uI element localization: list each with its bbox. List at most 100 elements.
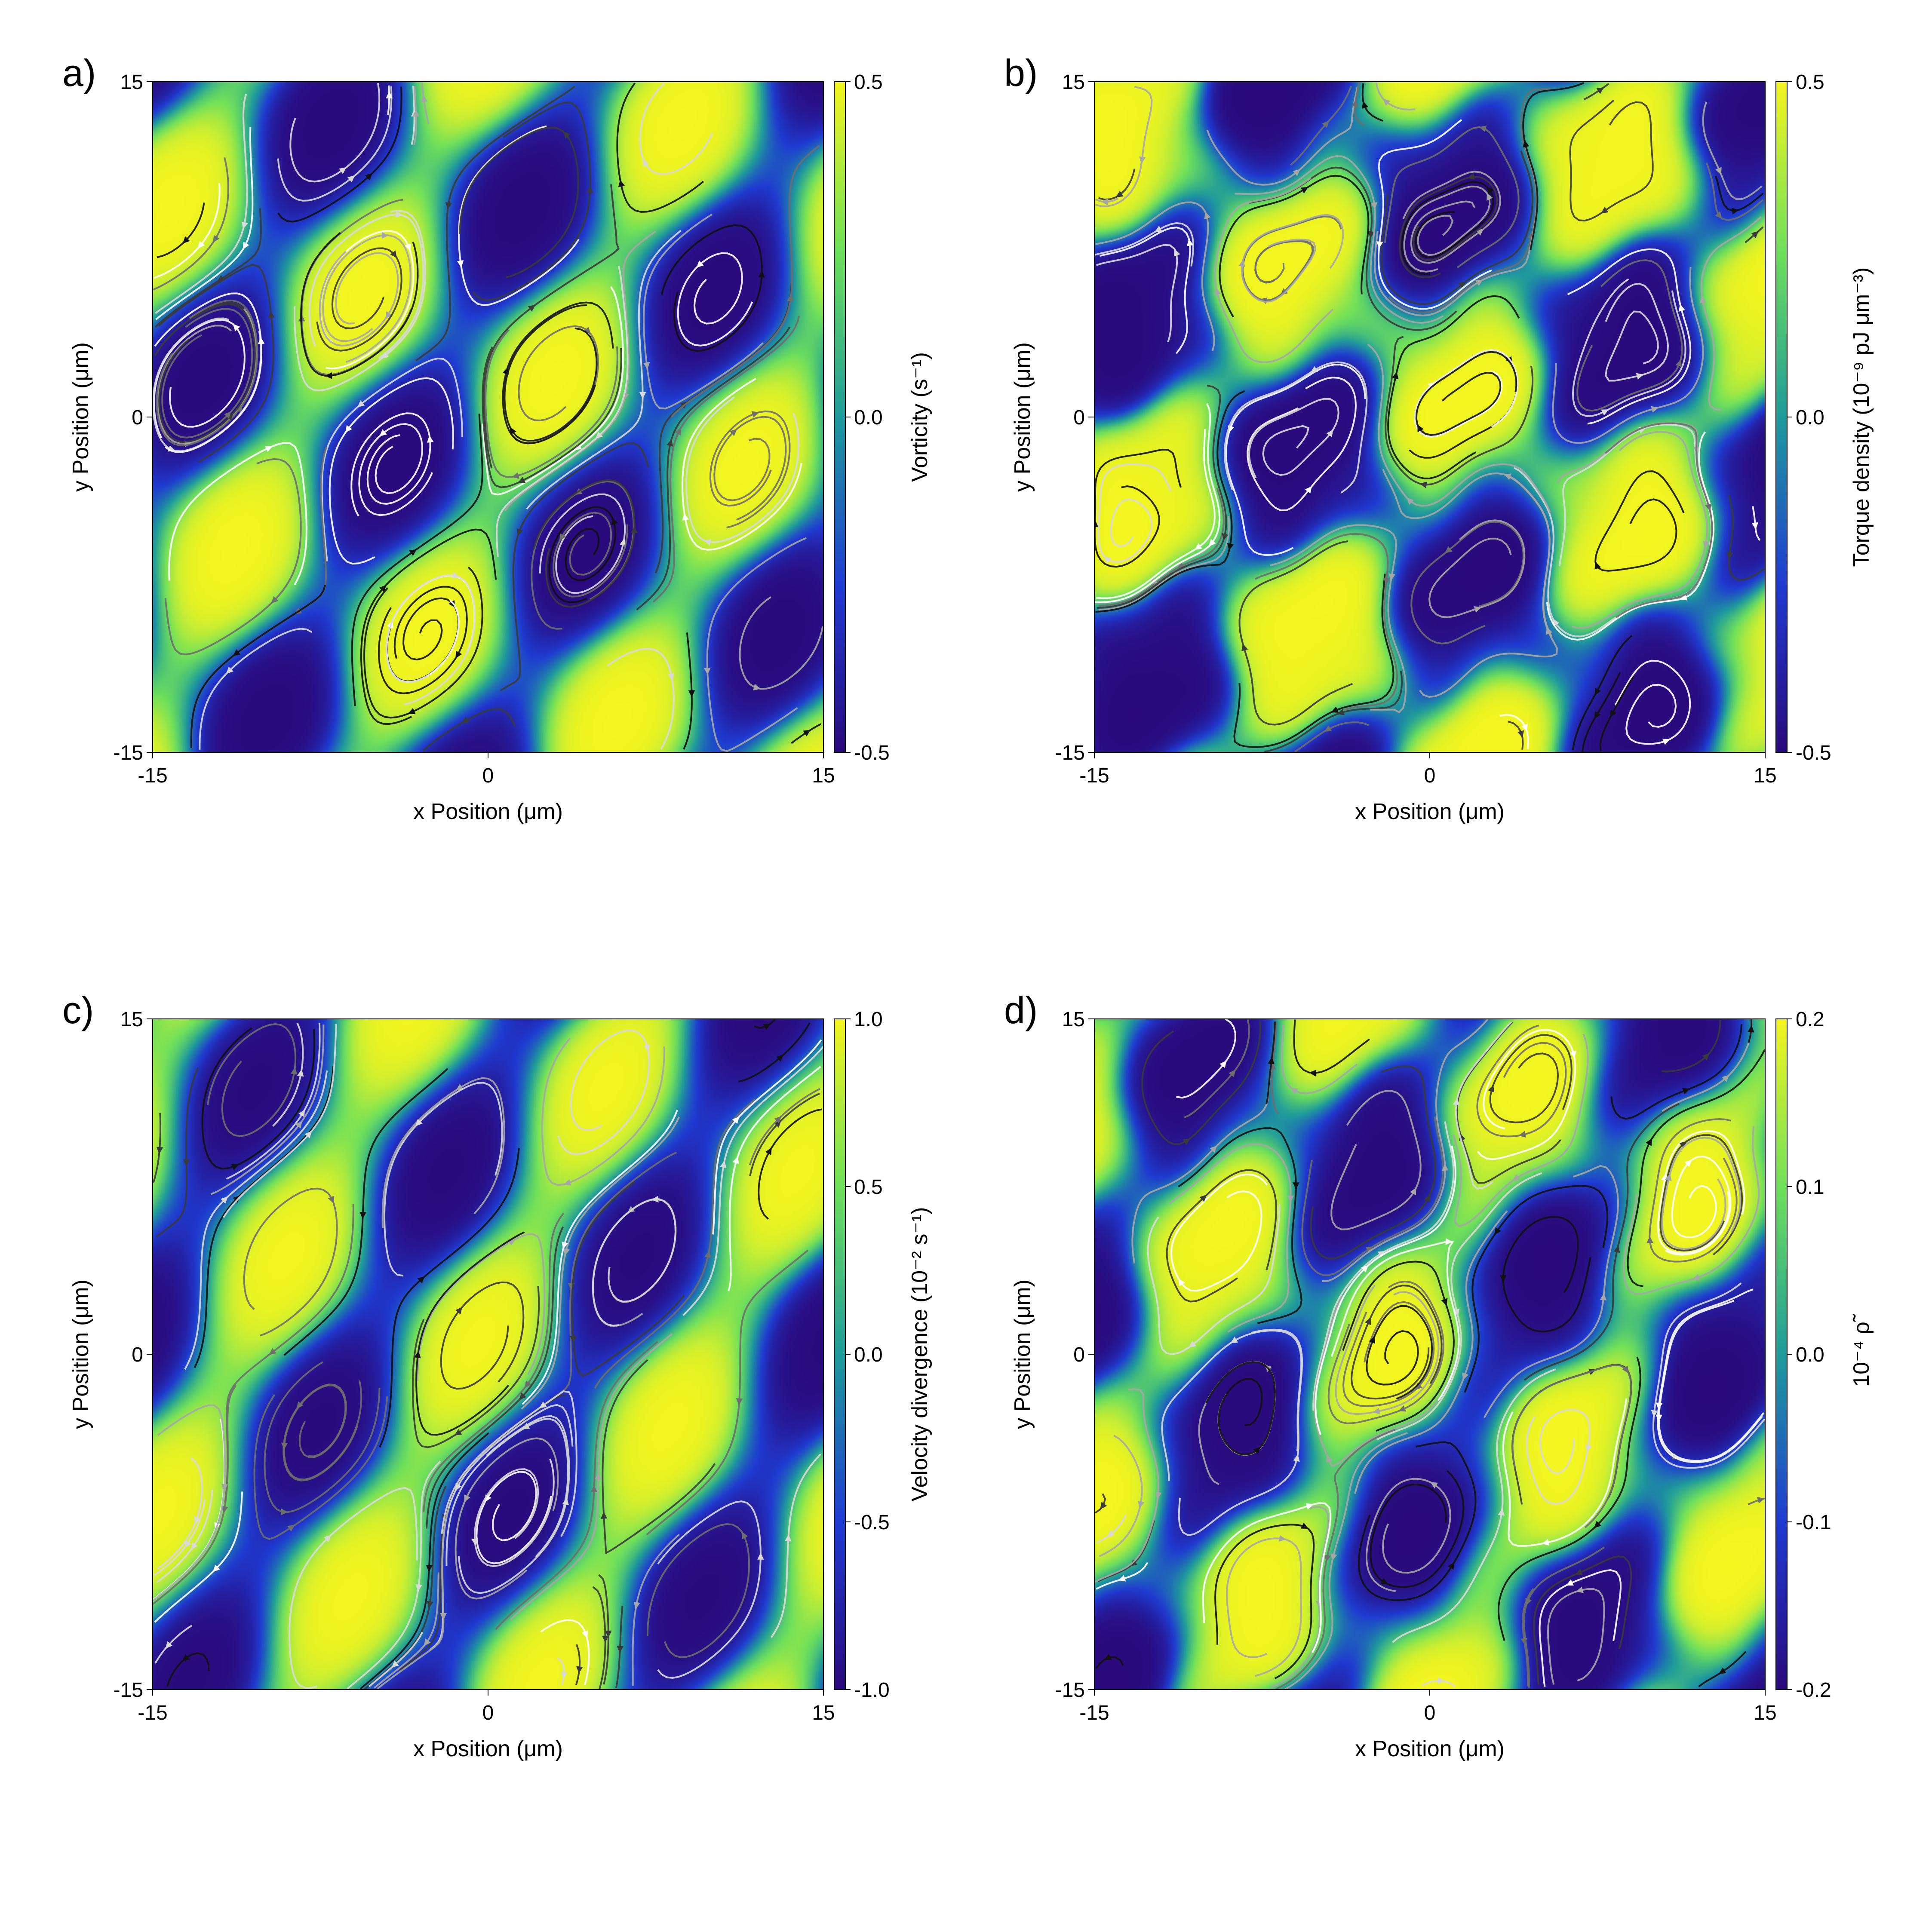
- streamline: [154, 292, 263, 453]
- streamline: [1312, 1121, 1455, 1411]
- streamline-arrow: [1204, 212, 1211, 220]
- streamline-arrow: [524, 1380, 531, 1388]
- panel-label: b): [1004, 52, 1038, 94]
- streamline-arrow: [233, 324, 240, 331]
- streamline-arrow: [1656, 1402, 1663, 1410]
- streamline: [770, 1453, 822, 1638]
- streamline-arrow: [732, 1156, 739, 1164]
- streamline-arrow: [675, 427, 681, 436]
- streamline: [472, 101, 591, 301]
- streamline: [1271, 1506, 1330, 1688]
- streamline-arrow: [464, 1494, 470, 1503]
- streamline-arrow: [1309, 1070, 1317, 1077]
- streamline: [440, 1281, 525, 1390]
- streamline-arrow: [1287, 1195, 1294, 1203]
- x-tick-label: -15: [1079, 1702, 1109, 1724]
- streamline: [485, 329, 618, 478]
- streamline-arrow: [1500, 1275, 1507, 1282]
- streamline: [156, 1489, 213, 1583]
- streamline-arrow: [424, 1638, 431, 1646]
- streamline: [1095, 390, 1245, 613]
- streamline: [184, 1070, 328, 1370]
- streamline-arrow: [643, 1044, 650, 1052]
- streamline-arrow: [291, 1067, 298, 1075]
- streamline-arrow: [298, 1109, 305, 1117]
- streamline: [423, 1212, 565, 1512]
- streamline-arrow: [559, 533, 566, 541]
- streamline: [607, 648, 675, 750]
- streamline-arrow: [600, 1512, 608, 1519]
- streamline: [158, 303, 256, 443]
- streamline: [1583, 83, 1609, 101]
- colorbar: [1775, 1018, 1788, 1690]
- streamline: [422, 708, 516, 751]
- streamline-arrow: [226, 666, 233, 674]
- streamline-arrow: [455, 1307, 463, 1315]
- streamline-arrow: [1209, 539, 1216, 547]
- streamline-arrow: [1474, 606, 1482, 613]
- streamline: [319, 251, 399, 347]
- streamline-arrow: [1278, 1535, 1286, 1542]
- streamline-arrow: [576, 1666, 583, 1674]
- streamline-arrow: [512, 472, 519, 479]
- streamline: [385, 574, 476, 705]
- streamline: [1178, 1328, 1303, 1537]
- streamline: [713, 416, 787, 521]
- streamline-arrow: [732, 1116, 740, 1124]
- streamline-arrow: [1596, 87, 1604, 94]
- streamline-arrow: [1601, 409, 1609, 416]
- streamline: [154, 208, 262, 328]
- streamline-arrow: [1715, 167, 1722, 175]
- streamline-arrow: [1210, 1145, 1217, 1153]
- streamline: [360, 1432, 489, 1690]
- streamline-arrow: [182, 1654, 190, 1662]
- streamline-arrow: [753, 684, 761, 690]
- colorbar-tick-label: 0.0: [1796, 1343, 1824, 1366]
- streamline: [1170, 1173, 1268, 1292]
- streamline-arrow: [461, 717, 470, 724]
- streamline-arrow: [412, 109, 420, 117]
- streamline: [1594, 470, 1685, 572]
- streamline-arrow: [258, 337, 265, 344]
- streamline-arrow: [1104, 1653, 1112, 1660]
- streamline: [207, 1023, 297, 1137]
- streamline-arrow: [1410, 1187, 1416, 1196]
- streamline-arrow: [1453, 1098, 1460, 1106]
- streamline: [415, 1231, 525, 1436]
- streamline-arrow: [618, 179, 625, 187]
- streamline-arrow: [183, 1159, 190, 1167]
- streamline: [201, 1027, 315, 1170]
- streamline-arrow: [390, 250, 397, 258]
- streamline-arrow: [1280, 288, 1288, 295]
- colorbar-tick-label: -0.1: [1796, 1511, 1831, 1534]
- streamline-arrow: [1576, 1586, 1584, 1593]
- streamline-arrow: [427, 435, 434, 443]
- streamline: [1649, 1118, 1738, 1263]
- streamline-arrow: [1726, 552, 1733, 560]
- streamline: [749, 1092, 820, 1177]
- streamline: [199, 628, 313, 750]
- streamline-arrow: [165, 1641, 173, 1649]
- streamline: [156, 1067, 199, 1238]
- streamline: [1241, 214, 1344, 303]
- streamline-arrow: [1189, 1340, 1197, 1348]
- x-tick-label: 15: [812, 764, 835, 787]
- streamline-arrow: [1388, 573, 1395, 581]
- streamline: [556, 1657, 565, 1685]
- streamline: [685, 396, 800, 543]
- streamline: [1581, 672, 1621, 752]
- panel-label: d): [1004, 989, 1038, 1031]
- streamline-arrow: [1364, 1317, 1371, 1325]
- streamline-arrow: [1679, 1141, 1687, 1148]
- streamline-arrow: [803, 730, 811, 736]
- streamline-arrow: [1731, 208, 1739, 215]
- streamline: [289, 83, 381, 183]
- streamline: [548, 506, 617, 604]
- streamline: [482, 346, 622, 488]
- streamline: [521, 1116, 680, 1410]
- streamline-arrow: [1326, 429, 1333, 437]
- colorbar-tick-label: -0.5: [854, 1511, 890, 1534]
- streamline: [415, 86, 575, 362]
- x-tick-label: -15: [138, 764, 167, 787]
- streamline: [1370, 1470, 1465, 1588]
